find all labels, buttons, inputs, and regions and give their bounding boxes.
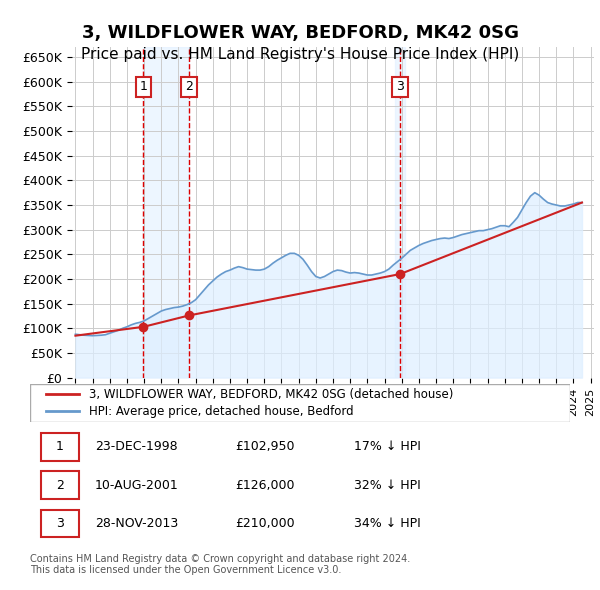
Text: £102,950: £102,950	[235, 440, 295, 454]
Text: 3: 3	[396, 80, 404, 93]
Text: 3, WILDFLOWER WAY, BEDFORD, MK42 0SG (detached house): 3, WILDFLOWER WAY, BEDFORD, MK42 0SG (de…	[89, 388, 454, 401]
Text: 1: 1	[139, 80, 148, 93]
FancyBboxPatch shape	[41, 433, 79, 461]
Text: 2: 2	[185, 80, 193, 93]
Text: 32% ↓ HPI: 32% ↓ HPI	[354, 478, 421, 492]
Text: 17% ↓ HPI: 17% ↓ HPI	[354, 440, 421, 454]
Text: 1: 1	[56, 440, 64, 454]
Bar	[395, 47, 405, 378]
Text: £210,000: £210,000	[235, 517, 295, 530]
FancyBboxPatch shape	[41, 510, 79, 537]
Text: Price paid vs. HM Land Registry's House Price Index (HPI): Price paid vs. HM Land Registry's House …	[81, 47, 519, 62]
Bar	[143, 47, 189, 378]
Text: 3, WILDFLOWER WAY, BEDFORD, MK42 0SG: 3, WILDFLOWER WAY, BEDFORD, MK42 0SG	[82, 24, 518, 42]
FancyBboxPatch shape	[41, 471, 79, 499]
Text: 2: 2	[56, 478, 64, 492]
Text: 10-AUG-2001: 10-AUG-2001	[95, 478, 179, 492]
Text: HPI: Average price, detached house, Bedford: HPI: Average price, detached house, Bedf…	[89, 405, 354, 418]
Text: 3: 3	[56, 517, 64, 530]
Text: Contains HM Land Registry data © Crown copyright and database right 2024.
This d: Contains HM Land Registry data © Crown c…	[30, 553, 410, 575]
Text: 34% ↓ HPI: 34% ↓ HPI	[354, 517, 421, 530]
Text: £126,000: £126,000	[235, 478, 295, 492]
Text: 28-NOV-2013: 28-NOV-2013	[95, 517, 178, 530]
Text: 23-DEC-1998: 23-DEC-1998	[95, 440, 178, 454]
FancyBboxPatch shape	[30, 384, 570, 422]
